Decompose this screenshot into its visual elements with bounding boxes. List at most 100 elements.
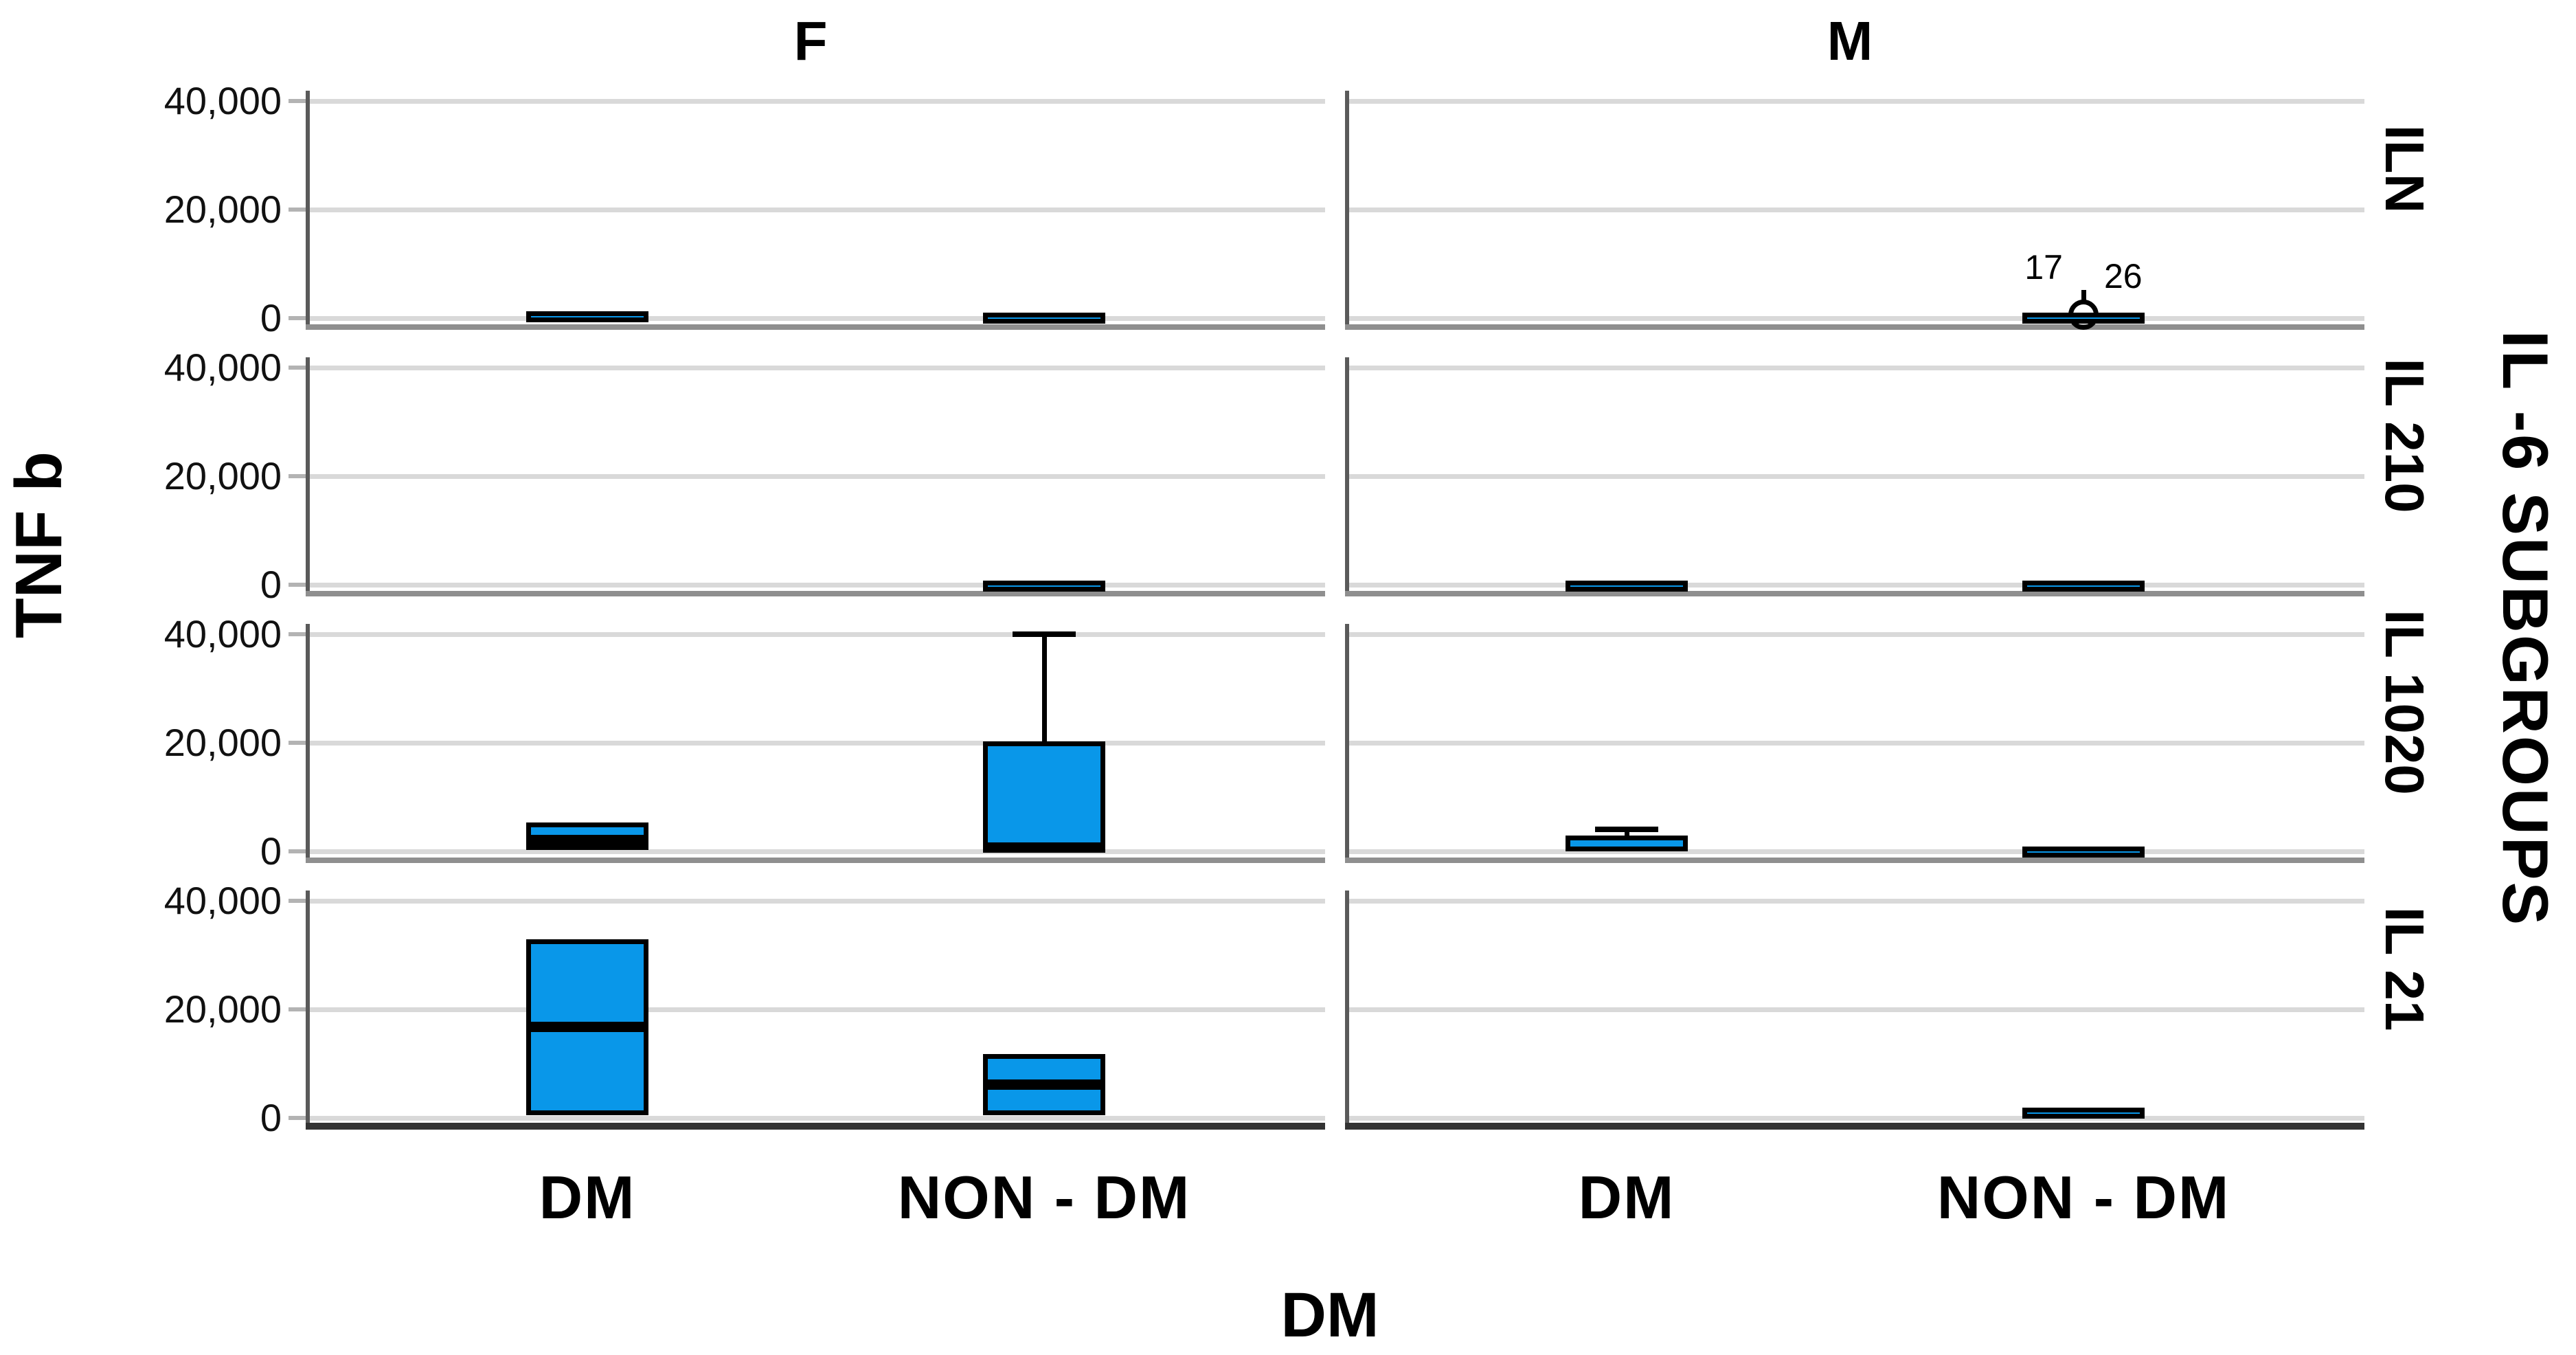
y-tick-label: 0: [260, 563, 282, 606]
gridline: [1345, 316, 2364, 321]
median-line: [526, 835, 648, 846]
facet-row-label: ILN: [2374, 124, 2435, 214]
panel-bottom-line: [306, 324, 1325, 330]
y-tick-label: 20,000: [163, 721, 282, 764]
facet-panel-m-2: [1345, 624, 2364, 863]
outlier-case-label: 17: [2024, 248, 2063, 287]
category-label: DM: [1578, 1163, 1675, 1231]
gridline: [306, 899, 1325, 904]
median-line: [983, 1079, 1105, 1090]
gridline: [1345, 583, 2364, 587]
facet-panel-f-3: [306, 891, 1325, 1130]
outlier-case-label: 26: [2104, 257, 2143, 296]
facet-panel-f-0: [306, 91, 1325, 330]
x-axis-line: [306, 1123, 1325, 1130]
whisker-line: [1625, 829, 1629, 836]
facet-panel-m-1: [1345, 357, 2364, 596]
panel-bottom-line: [1345, 324, 2364, 330]
y-tick-mark: [289, 316, 306, 320]
category-label: DM: [539, 1163, 636, 1231]
y-tick-label: 40,000: [163, 346, 282, 389]
y-axis-line: [1345, 891, 1349, 1130]
box: [983, 580, 1105, 592]
y-axis-line: [1345, 91, 1349, 330]
box: [2022, 313, 2145, 324]
median-line: [526, 1022, 648, 1033]
gridline: [306, 99, 1325, 104]
y-axis-line: [306, 91, 310, 330]
gridline: [306, 632, 1325, 637]
gridline: [1345, 632, 2364, 637]
gridline: [1345, 366, 2364, 370]
box: [983, 741, 1105, 850]
median-line: [983, 842, 1105, 853]
gridline: [1345, 99, 2364, 104]
y-tick-label: 40,000: [163, 79, 282, 122]
y-tick-label: 0: [260, 829, 282, 873]
y-tick-label: 0: [260, 296, 282, 339]
y-axis-line: [306, 357, 310, 596]
facet-row-label: IL 21: [2374, 906, 2435, 1031]
box: [1566, 581, 1688, 592]
gridline: [1345, 474, 2364, 479]
facet-column-title-f: F: [793, 10, 828, 71]
y-tick-mark: [289, 849, 306, 853]
y-tick-label: 20,000: [163, 188, 282, 231]
x-axis-line: [1345, 1123, 2364, 1130]
facet-panel-f-1: [306, 357, 1325, 596]
gridline: [306, 1116, 1325, 1121]
whisker-line: [1042, 634, 1047, 742]
gridline: [306, 316, 1325, 321]
box: [2022, 581, 2145, 592]
y-tick-mark: [289, 899, 306, 903]
facet-panel-m-3: [1345, 891, 2364, 1130]
y-tick-label: 0: [260, 1096, 282, 1139]
box: [2022, 846, 2145, 858]
y-tick-label: 20,000: [163, 454, 282, 497]
y-tick-mark: [289, 474, 306, 478]
box: [983, 313, 1105, 324]
y-tick-label: 40,000: [163, 612, 282, 656]
gridline: [1345, 849, 2364, 854]
box: [526, 311, 648, 322]
y-axis-line: [1345, 624, 1349, 863]
category-label: NON - DM: [1936, 1163, 2230, 1231]
y-axis-line: [1345, 357, 1349, 596]
y-tick-mark: [289, 1116, 306, 1120]
facet-panel-f-2: [306, 624, 1325, 863]
whisker-cap: [1013, 631, 1076, 637]
y-axis-line: [306, 624, 310, 863]
y-axis-title: TNF b: [2, 451, 76, 638]
panel-bottom-line: [1345, 591, 2364, 596]
gridline: [306, 583, 1325, 587]
facet-column-title-m: M: [1827, 10, 1873, 71]
y-tick-label: 20,000: [163, 987, 282, 1031]
gridline: [306, 1007, 1325, 1012]
gridline: [1345, 899, 2364, 904]
y-tick-mark: [289, 208, 306, 212]
gridline: [306, 208, 1325, 212]
y-tick-mark: [289, 1007, 306, 1011]
gridline: [1345, 208, 2364, 212]
facet-row-label: IL 210: [2374, 358, 2435, 513]
y-tick-mark: [289, 632, 306, 636]
panel-bottom-line: [306, 591, 1325, 596]
panel-bottom-line: [1345, 858, 2364, 863]
gridline: [306, 741, 1325, 746]
y-tick-mark: [289, 583, 306, 587]
facet-row-label: IL 1020: [2374, 609, 2435, 795]
y-tick-mark: [289, 99, 306, 103]
x-axis-title: DM: [1280, 1280, 1379, 1350]
y-tick-mark: [289, 741, 306, 745]
gridline: [1345, 1116, 2364, 1121]
category-label: NON - DM: [897, 1163, 1191, 1231]
whisker-cap: [1595, 826, 1658, 832]
box: [2022, 1107, 2145, 1119]
gridline: [1345, 741, 2364, 746]
gridline: [1345, 1007, 2364, 1012]
y-tick-mark: [289, 366, 306, 370]
y-axis-line: [306, 891, 310, 1130]
gridline: [306, 474, 1325, 479]
facet-panel-m-0: 17 26: [1345, 91, 2364, 331]
facet-row-variable-label: IL -6 SUBGROUPS: [2489, 330, 2562, 928]
